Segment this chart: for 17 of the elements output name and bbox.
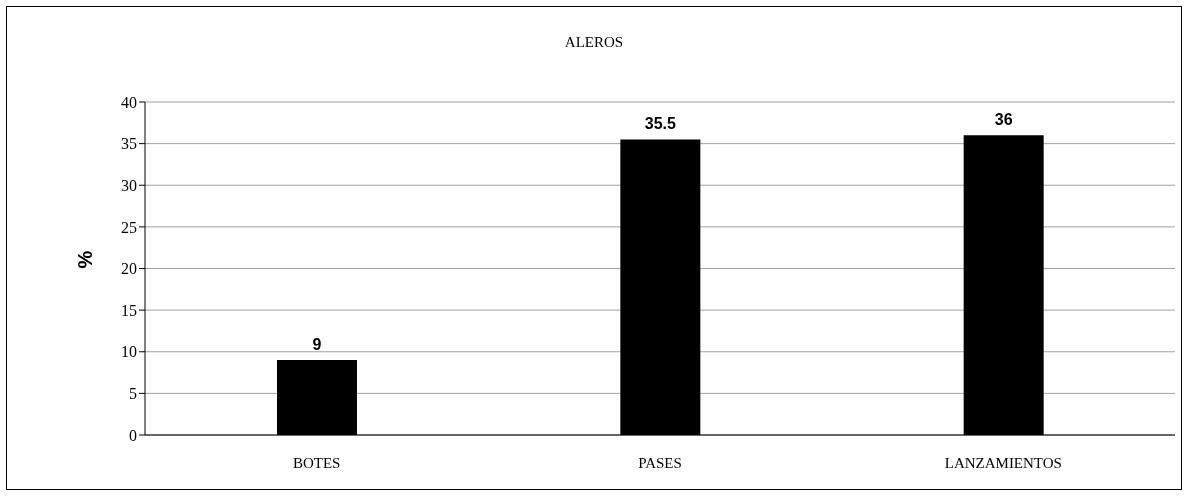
y-tick-label: 25: [121, 218, 137, 236]
data-label: 36: [994, 111, 1013, 129]
data-label: 9: [312, 336, 322, 354]
x-tick-label: PASES: [638, 454, 682, 471]
y-tick-label: 35: [121, 135, 137, 153]
y-tick-label: 20: [121, 260, 137, 278]
y-tick-label: 15: [121, 301, 137, 319]
y-tick-label: 5: [129, 385, 137, 403]
x-tick-label: LANZAMIENTOS: [944, 454, 1062, 471]
y-tick-label: 40: [121, 93, 137, 111]
data-label: 35.5: [644, 115, 677, 133]
chart-title: ALEROS: [563, 34, 625, 51]
y-tick-label: 30: [121, 176, 137, 194]
y-axis-title: %: [74, 250, 97, 269]
y-tick-label: 10: [121, 343, 137, 361]
x-tick-label: BOTES: [292, 454, 341, 471]
y-tick-label: 0: [129, 426, 137, 444]
